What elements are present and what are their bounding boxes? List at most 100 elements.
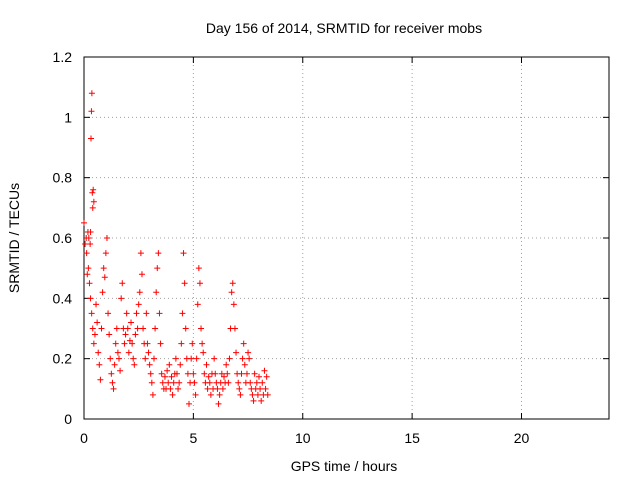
data-point xyxy=(110,385,117,392)
data-point xyxy=(262,385,269,392)
data-point xyxy=(146,361,153,368)
data-point xyxy=(119,280,126,287)
data-point xyxy=(201,370,208,377)
data-point xyxy=(212,370,219,377)
data-point xyxy=(103,235,110,241)
data-point xyxy=(165,379,172,386)
data-point xyxy=(98,325,105,332)
y-tick-label: 0.6 xyxy=(53,230,73,246)
data-point xyxy=(261,367,268,374)
data-point xyxy=(121,340,128,347)
data-point xyxy=(253,379,260,386)
data-point xyxy=(91,331,98,338)
data-point xyxy=(159,379,166,386)
data-point xyxy=(151,355,157,362)
chart-title: Day 156 of 2014, SRMTID for receiver mob… xyxy=(206,20,482,36)
axis-ticks xyxy=(83,56,609,420)
data-point xyxy=(147,370,154,377)
data-point xyxy=(251,370,258,377)
data-point xyxy=(89,325,96,332)
data-point xyxy=(203,361,210,368)
data-point xyxy=(136,289,143,296)
data-point xyxy=(219,385,226,392)
data-point xyxy=(143,310,150,317)
data-point xyxy=(226,355,233,362)
data-point xyxy=(137,250,144,257)
data-point xyxy=(153,289,160,296)
data-point xyxy=(89,189,96,196)
data-point xyxy=(126,337,133,344)
data-point xyxy=(95,349,102,356)
data-point xyxy=(218,370,225,377)
data-point xyxy=(169,391,176,398)
data-point xyxy=(87,295,94,302)
data-point xyxy=(243,370,250,377)
data-point xyxy=(140,325,147,332)
data-point xyxy=(211,355,218,362)
data-point xyxy=(240,340,247,347)
data-point xyxy=(133,310,140,317)
data-point xyxy=(90,340,97,347)
data-point xyxy=(88,135,94,142)
y-tick-label: 0.4 xyxy=(53,290,73,306)
data-point xyxy=(149,391,156,398)
data-point xyxy=(224,370,231,377)
data-point xyxy=(254,391,261,398)
data-point xyxy=(87,228,94,235)
data-point xyxy=(173,370,180,377)
data-point xyxy=(107,355,114,362)
data-point xyxy=(154,265,161,272)
data-point xyxy=(148,379,155,386)
data-point xyxy=(129,340,136,347)
y-tick-label: 1 xyxy=(64,109,72,125)
data-point xyxy=(207,391,214,398)
data-point xyxy=(170,379,177,386)
data-point xyxy=(247,379,254,386)
data-point xyxy=(93,301,100,308)
data-point xyxy=(200,349,207,356)
data-point xyxy=(117,367,124,374)
data-point xyxy=(144,340,151,347)
data-point xyxy=(264,391,271,398)
data-point xyxy=(164,367,171,374)
data-point xyxy=(172,355,179,362)
data-point xyxy=(241,361,248,368)
data-point xyxy=(138,271,145,278)
x-tick-label: 15 xyxy=(404,430,420,446)
data-point xyxy=(94,319,101,326)
data-point xyxy=(199,340,206,347)
data-point xyxy=(101,274,108,281)
data-point xyxy=(89,204,96,211)
data-point xyxy=(125,349,132,356)
data-point xyxy=(156,310,163,317)
data-point xyxy=(229,280,236,287)
data-point xyxy=(114,349,121,356)
data-point xyxy=(157,340,164,347)
data-point xyxy=(246,355,253,362)
data-point xyxy=(198,325,205,332)
data-point xyxy=(236,385,243,392)
data-point xyxy=(168,373,175,380)
data-point xyxy=(122,331,129,338)
data-point xyxy=(195,265,202,272)
data-point xyxy=(179,310,186,317)
data-point xyxy=(177,361,184,368)
data-point xyxy=(216,391,223,398)
data-point xyxy=(257,385,264,392)
data-point xyxy=(90,198,97,205)
data-point xyxy=(158,370,165,377)
data-point xyxy=(128,319,135,326)
data-point xyxy=(263,373,270,380)
data-point xyxy=(223,361,230,368)
data-point xyxy=(231,325,238,332)
data-point xyxy=(99,289,106,296)
data-point xyxy=(83,250,90,257)
x-tick-label: 20 xyxy=(514,430,530,446)
data-point xyxy=(181,280,188,287)
data-point xyxy=(90,186,97,193)
data-point xyxy=(124,325,131,332)
data-point xyxy=(204,385,211,392)
data-point xyxy=(85,235,92,241)
data-points xyxy=(81,90,271,407)
data-point xyxy=(189,340,196,347)
